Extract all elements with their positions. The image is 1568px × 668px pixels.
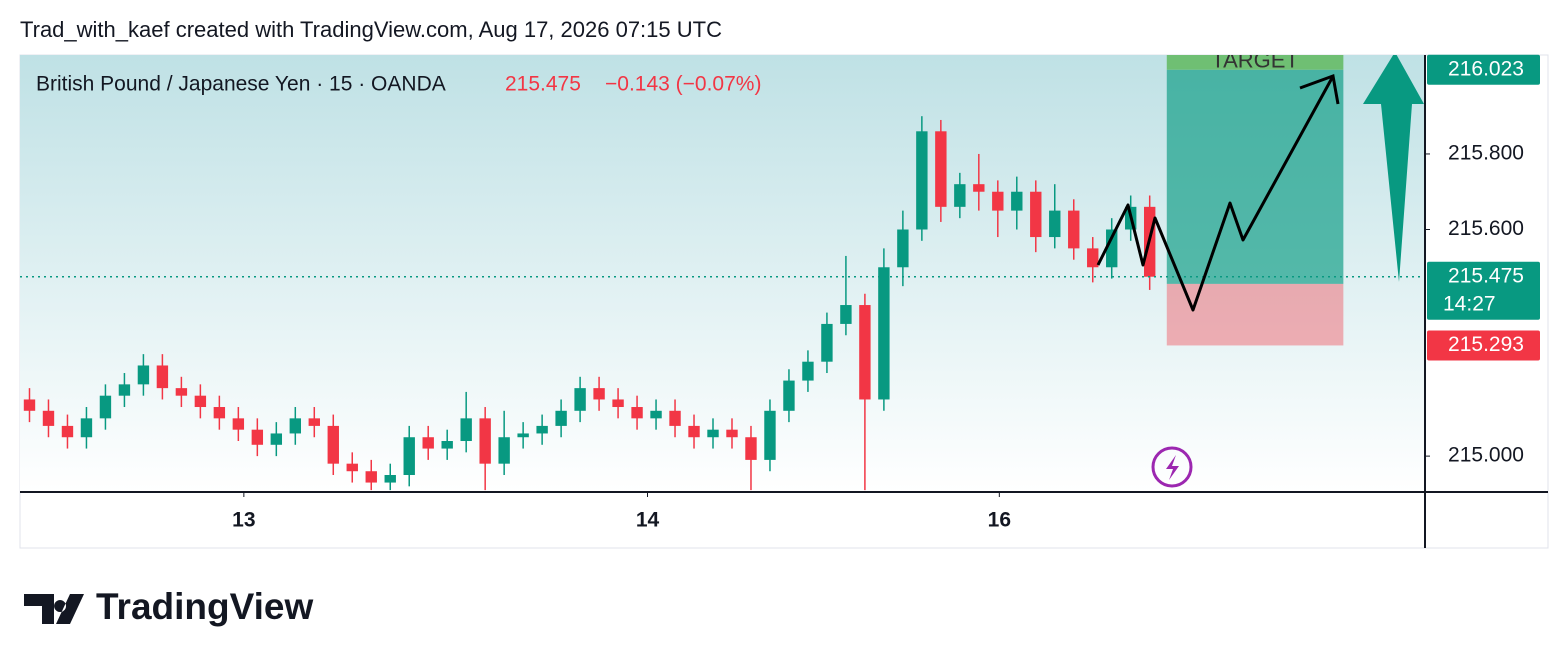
candle-body	[1087, 248, 1099, 268]
candle-body	[745, 437, 757, 460]
candle-body	[194, 395, 207, 408]
candle-body	[802, 361, 814, 381]
price-badge-bg	[1427, 261, 1540, 320]
candle-body	[916, 131, 928, 230]
axes: 215.800215.600215.000131416215.293215.45…	[232, 54, 1540, 532]
candle-body	[707, 429, 719, 438]
y-tick-label: 215.000	[1448, 444, 1524, 467]
symbol: British Pound / Japanese Yen · 15 · OAND…	[36, 73, 446, 96]
countdown: 14:27	[1443, 292, 1496, 315]
candle-body	[1068, 210, 1080, 249]
candle-body	[61, 425, 74, 438]
attribution: Trad_with_kaef created with TradingView.…	[20, 17, 722, 42]
target-badge-bg	[1427, 54, 1540, 85]
candle-body	[859, 305, 871, 400]
candle-body	[821, 323, 833, 362]
candle-body	[441, 441, 453, 449]
projection-arrowhead	[1299, 73, 1340, 105]
candle-body	[251, 429, 264, 445]
candle-body	[213, 407, 226, 419]
plot: TARGET	[20, 48, 1425, 491]
candle-body	[973, 184, 985, 192]
candle-body	[498, 437, 510, 464]
target-label: TARGET	[1211, 48, 1299, 73]
candle-body	[1106, 229, 1118, 268]
candle-body	[783, 380, 795, 411]
alert-bolt	[1166, 455, 1179, 480]
candle-body	[232, 418, 245, 430]
candle-body	[992, 191, 1004, 211]
brand: TradingView	[96, 586, 313, 627]
logo-icon	[24, 594, 84, 624]
candle-body	[479, 418, 491, 464]
candle-body	[137, 365, 150, 385]
candle-body	[384, 475, 396, 483]
candle-body	[460, 418, 472, 442]
candle-body	[574, 388, 586, 411]
projection-path	[1096, 77, 1334, 312]
loss-zone	[1166, 283, 1344, 346]
candle-body	[536, 425, 548, 434]
candle-body	[23, 399, 36, 411]
candle-body	[593, 388, 605, 400]
candle-body	[289, 418, 301, 434]
candle-body	[935, 131, 947, 207]
candle-body	[688, 425, 700, 438]
candle-body	[631, 407, 643, 419]
candle-body	[327, 425, 339, 464]
candle-body	[270, 433, 283, 445]
y-tick-label: 215.800	[1448, 142, 1524, 165]
candle-body	[650, 410, 662, 419]
price-badge: 215.475	[1448, 264, 1524, 287]
candle-body	[1030, 191, 1042, 238]
logo: TradingView	[24, 586, 313, 627]
candle-body	[365, 471, 377, 483]
candle-body	[878, 267, 890, 400]
candle-body	[897, 229, 909, 268]
target-label-box	[1166, 55, 1344, 70]
legend-price: 215.475	[505, 73, 581, 96]
candle-body	[346, 463, 358, 472]
candle-body	[517, 433, 529, 438]
candle-body	[1049, 210, 1061, 238]
candle-body	[175, 388, 188, 396]
candle-body	[612, 399, 624, 408]
candle-body	[308, 418, 320, 426]
candle-body	[764, 410, 776, 460]
candle-body	[840, 305, 852, 324]
candle-body	[669, 410, 681, 426]
candle-body	[954, 184, 966, 207]
candle-body	[555, 410, 567, 426]
stop-badge: 215.293	[1448, 333, 1524, 356]
candle-body	[118, 384, 131, 396]
alert-icon	[1151, 446, 1193, 488]
x-tick-label: 13	[232, 509, 255, 532]
candle-body	[422, 437, 434, 449]
candle-body	[726, 429, 738, 438]
target-badge: 216.023	[1448, 57, 1524, 80]
legend-change: −0.143 (−0.07%)	[605, 73, 761, 96]
y-tick-label: 215.600	[1448, 217, 1524, 240]
candle-body	[156, 365, 169, 389]
stop-badge-bg	[1427, 330, 1540, 361]
x-tick-label: 14	[636, 509, 660, 532]
candle-body	[403, 437, 415, 476]
x-tick-label: 16	[988, 509, 1011, 532]
candle-body	[80, 418, 93, 438]
candle-body	[42, 410, 55, 426]
profit-zone	[1166, 69, 1344, 284]
candle-body	[1011, 191, 1023, 211]
candle-body	[99, 395, 112, 419]
up-arrow	[1363, 55, 1424, 282]
